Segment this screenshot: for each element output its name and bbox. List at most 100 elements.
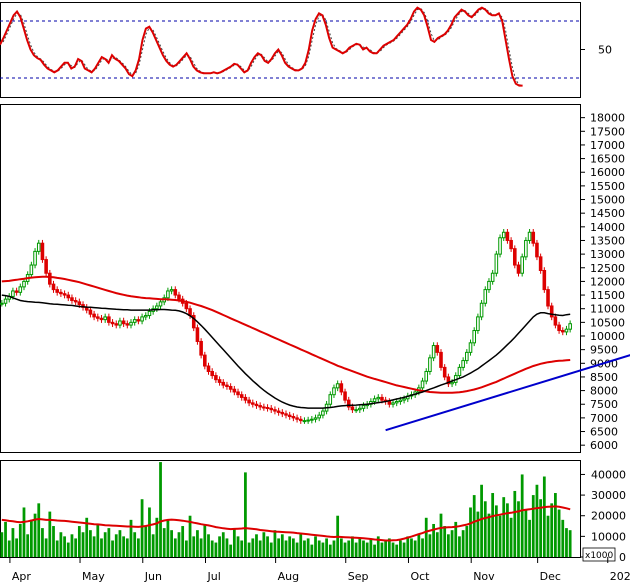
candle-body [549,305,554,318]
candle-body [199,340,203,356]
volume-bar [155,517,159,557]
candle-body [22,280,26,288]
volume-bar [284,540,288,557]
volume-bar [542,476,546,557]
volume-bar [413,540,417,557]
volume-bar [384,540,388,557]
volume-bar [380,542,384,557]
candle-body [0,302,4,305]
candle-body [92,313,96,318]
candle-body [450,381,454,385]
volume-bar [325,538,328,557]
volume-bar [450,530,454,557]
candle-body [3,298,8,304]
candle-body [70,297,74,302]
candle-body [107,316,111,323]
volume-bar [118,530,122,557]
candle-body [77,301,82,306]
volume-bar [26,534,30,557]
candle-body [276,410,281,413]
price-tick-label: 7000 [590,412,618,425]
candle-body [560,330,565,333]
volume-bar [266,536,269,557]
price-tick-label: 16500 [590,153,625,166]
candle-body [166,290,170,299]
candle-body [29,264,34,276]
candle-body [258,405,262,408]
candle-body [143,315,148,318]
candle-body [214,375,218,381]
volume-bar [439,513,443,557]
volume-bar [365,542,369,557]
candle-body [457,366,462,377]
volume-bar [151,534,155,557]
volume-bar [465,526,469,557]
price-tick-label: 12500 [590,262,625,275]
price-tick-label: 13000 [590,248,625,261]
candle-body [262,406,266,409]
candle-body [531,231,536,244]
price-tick-label: 14500 [590,207,625,220]
volume-bar [332,540,336,557]
candle-body [513,248,517,266]
price-tick-label: 14000 [590,221,625,234]
volume-bar [410,538,413,557]
candle-body [420,380,425,389]
volume-unit-box [582,547,616,562]
volume-bar [399,540,402,557]
volume-bar [144,526,148,557]
candle-body [195,327,200,342]
oscillator-signal-line [0,8,523,87]
volume-bar [288,536,292,557]
volume-bar [339,538,343,557]
volume-bar [166,519,170,557]
candle-body [387,401,392,405]
candle-body [147,310,152,317]
candle-body [520,256,524,274]
volume-bar [406,536,410,557]
candle-body [217,379,222,383]
candle-body [114,323,119,326]
volume-bar [531,495,535,557]
candle-body [132,319,137,323]
price-tick-label: 9500 [590,344,618,357]
oscillator-tick-label: 50 [598,44,612,57]
volume-bar [376,536,380,557]
volume-unit-label: x1000 [585,551,614,561]
month-label-jul: Jul [207,570,221,582]
price-tick-label: 11500 [590,289,625,302]
candle-body [564,328,569,333]
candle-body [302,420,307,423]
candle-body [431,345,436,359]
candle-body [439,351,443,368]
volume-bar [303,540,306,557]
volume-bar [306,538,310,557]
candle-body [332,387,336,396]
candle-body [380,396,384,401]
candle-body [557,324,561,332]
volume-bar [458,536,461,557]
panel-frame-osc [0,2,581,98]
candle-body [236,391,240,396]
volume-bar [435,532,439,557]
candle-body [247,399,251,404]
candle-body [346,399,351,408]
candle-body [317,414,322,419]
volume-bar [255,534,258,557]
volume-bar [251,538,255,557]
candle-body [372,398,377,403]
volume-bar [520,474,524,557]
candle-body [232,388,237,393]
volume-bar [354,542,358,557]
volume-bar [70,534,74,557]
month-label-apr: Apr [12,570,32,582]
candle-body [498,237,502,255]
candle-body [66,294,71,299]
volume-bar [247,542,251,557]
candle-body [350,406,355,411]
volume-bar [539,499,543,557]
candle-body [535,242,539,258]
volume-bar [89,530,92,557]
candle-body [44,259,48,274]
volume-bar [524,509,528,557]
